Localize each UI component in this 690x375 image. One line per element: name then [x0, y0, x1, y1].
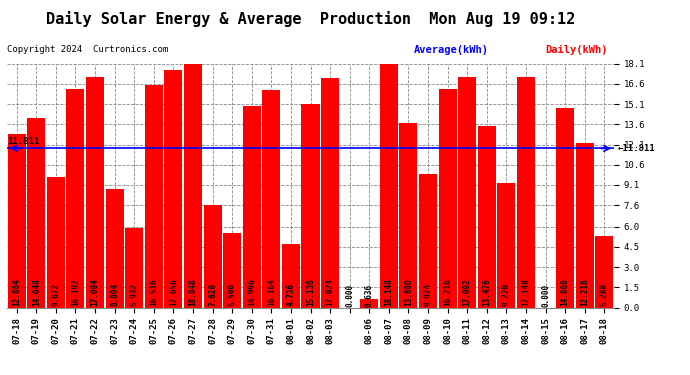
- Text: 12.864: 12.864: [12, 278, 21, 306]
- Text: ←11.811: ←11.811: [618, 144, 656, 153]
- Text: 5.288: 5.288: [600, 283, 609, 306]
- Text: 9.220: 9.220: [502, 283, 511, 306]
- Text: 8.804: 8.804: [110, 283, 119, 306]
- Bar: [262, 90, 280, 308]
- Bar: [243, 105, 261, 308]
- Text: 7.628: 7.628: [208, 283, 217, 306]
- Text: 0.636: 0.636: [365, 284, 374, 307]
- Bar: [184, 64, 202, 308]
- Text: 15.136: 15.136: [306, 278, 315, 306]
- Bar: [164, 70, 182, 308]
- Bar: [360, 299, 378, 307]
- Bar: [223, 233, 241, 308]
- Bar: [419, 174, 437, 308]
- Text: 13.680: 13.680: [404, 278, 413, 306]
- Bar: [458, 77, 476, 308]
- Text: 17.148: 17.148: [522, 278, 531, 306]
- Bar: [477, 126, 496, 308]
- Bar: [145, 85, 163, 308]
- Bar: [595, 236, 613, 308]
- Text: 16.216: 16.216: [443, 278, 452, 306]
- Bar: [556, 108, 574, 308]
- Bar: [321, 78, 339, 308]
- Text: 11.811: 11.811: [7, 137, 39, 146]
- Bar: [28, 118, 46, 308]
- Text: 16.516: 16.516: [149, 278, 158, 306]
- Text: 17.092: 17.092: [463, 278, 472, 306]
- Bar: [380, 63, 398, 308]
- Text: 17.084: 17.084: [90, 278, 99, 306]
- Text: 17.024: 17.024: [326, 278, 335, 306]
- Text: 18.048: 18.048: [188, 278, 197, 306]
- Text: Daily(kWh): Daily(kWh): [545, 45, 608, 55]
- Bar: [497, 183, 515, 308]
- Bar: [400, 123, 417, 308]
- Bar: [125, 228, 144, 308]
- Bar: [86, 77, 104, 308]
- Bar: [106, 189, 124, 308]
- Text: 14.048: 14.048: [32, 278, 41, 306]
- Text: 5.500: 5.500: [228, 283, 237, 306]
- Bar: [517, 76, 535, 308]
- Text: 17.656: 17.656: [169, 278, 178, 306]
- Text: 9.672: 9.672: [51, 283, 60, 306]
- Text: 0.000: 0.000: [541, 284, 550, 307]
- Text: 5.932: 5.932: [130, 283, 139, 306]
- Bar: [66, 90, 84, 308]
- Text: Copyright 2024  Curtronics.com: Copyright 2024 Curtronics.com: [7, 45, 168, 54]
- Text: 16.164: 16.164: [267, 278, 276, 306]
- Bar: [47, 177, 65, 308]
- Bar: [302, 104, 319, 308]
- Text: 14.996: 14.996: [247, 278, 256, 306]
- Bar: [282, 244, 300, 308]
- Text: 9.924: 9.924: [424, 283, 433, 306]
- Text: 14.808: 14.808: [561, 278, 570, 306]
- Text: 0.000: 0.000: [345, 284, 354, 307]
- Bar: [439, 89, 457, 308]
- Bar: [204, 205, 221, 308]
- Text: Average(kWh): Average(kWh): [414, 45, 489, 55]
- Bar: [8, 134, 26, 308]
- Text: 18.148: 18.148: [384, 278, 393, 306]
- Text: 4.736: 4.736: [286, 283, 295, 306]
- Text: Daily Solar Energy & Average  Production  Mon Aug 19 09:12: Daily Solar Energy & Average Production …: [46, 11, 575, 27]
- Bar: [575, 143, 593, 308]
- Text: 12.216: 12.216: [580, 278, 589, 306]
- Text: 13.476: 13.476: [482, 278, 491, 306]
- Text: 16.192: 16.192: [71, 278, 80, 306]
